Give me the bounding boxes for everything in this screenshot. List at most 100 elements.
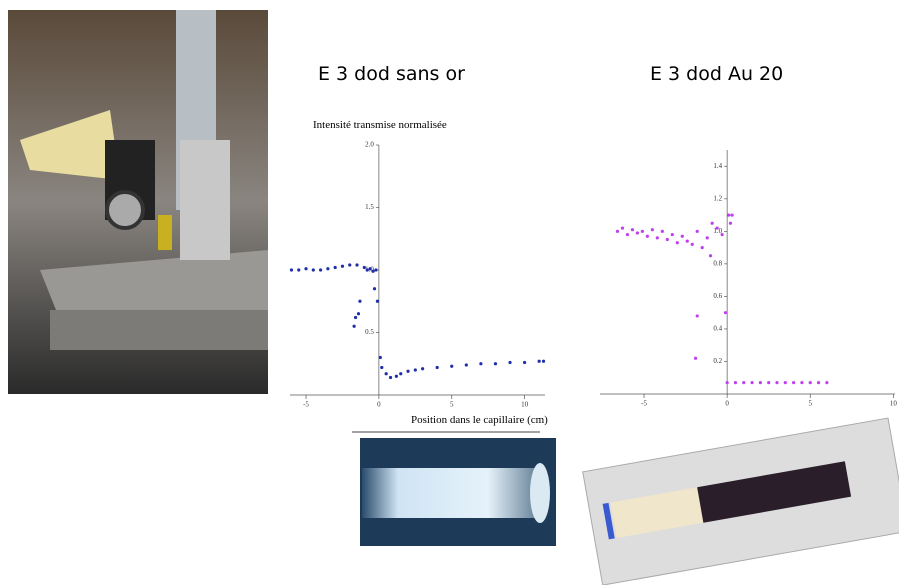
apparatus-photo	[8, 10, 268, 394]
y-tick-label: 0.8	[713, 259, 722, 267]
data-point	[372, 287, 377, 291]
y-axis-label: Intensité transmise normalisée	[313, 119, 447, 131]
y-tick-label: 2.0	[365, 141, 374, 149]
data-point	[326, 267, 330, 271]
data-point	[304, 267, 308, 271]
data-point	[333, 265, 337, 270]
data-point	[783, 381, 787, 385]
x-tick-label: 5	[450, 401, 454, 409]
y-tick-label: 0.4	[713, 325, 722, 333]
data-point	[421, 367, 425, 371]
data-point	[319, 268, 323, 272]
data-point	[620, 226, 625, 230]
data-point	[523, 360, 527, 365]
data-point	[355, 263, 359, 267]
data-point	[708, 254, 713, 258]
data-point	[450, 364, 454, 368]
data-point	[394, 374, 398, 378]
data-point	[378, 355, 382, 360]
data-point	[464, 363, 468, 367]
data-point	[630, 228, 635, 232]
data-point	[816, 381, 821, 385]
x-tick-label: 0	[377, 401, 381, 409]
x-tick-label: 0	[725, 400, 729, 408]
data-point	[742, 381, 746, 385]
chart-title: E 3 dod sans or	[318, 63, 465, 85]
data-point	[368, 267, 372, 271]
data-point	[541, 359, 546, 363]
data-point	[733, 381, 738, 385]
data-point	[311, 268, 315, 272]
data-point	[508, 360, 512, 365]
data-point	[720, 232, 724, 237]
tube-photo	[582, 417, 899, 585]
chart-title: E 3 dod Au 20	[650, 63, 783, 85]
data-point	[297, 268, 301, 272]
data-point	[695, 314, 699, 318]
data-point	[680, 234, 684, 238]
x-tick-label: 5	[808, 400, 812, 408]
data-point	[710, 221, 714, 225]
data-point	[537, 359, 541, 363]
data-point	[356, 312, 361, 316]
data-point	[625, 232, 630, 237]
data-point	[693, 356, 698, 360]
data-point	[435, 365, 439, 370]
data-point	[808, 381, 812, 385]
data-point	[728, 221, 733, 225]
x-tick-label: -5	[303, 401, 309, 409]
data-point	[413, 368, 417, 372]
data-point	[358, 299, 362, 303]
data-point	[399, 372, 403, 376]
data-point	[792, 381, 796, 385]
data-point	[758, 381, 762, 385]
capillary-photo	[360, 438, 556, 546]
data-point	[700, 246, 704, 250]
data-point	[640, 229, 644, 233]
y-tick-label: 1.4	[713, 162, 722, 170]
data-point	[690, 242, 694, 246]
data-point	[660, 229, 664, 233]
data-point	[406, 369, 410, 373]
data-point	[730, 213, 734, 217]
data-point	[685, 239, 689, 243]
y-tick-label: 0.5	[365, 328, 374, 336]
data-point	[825, 381, 829, 385]
data-point	[362, 265, 366, 270]
x-tick-label: -5	[641, 400, 647, 408]
data-point	[725, 381, 729, 385]
y-tick-label: 0.2	[713, 357, 722, 365]
y-tick-label: 0.6	[713, 292, 722, 300]
data-point	[375, 299, 380, 303]
data-point	[371, 269, 375, 273]
data-point	[655, 236, 659, 240]
data-point	[380, 365, 384, 370]
data-point	[384, 372, 388, 376]
x-tick-label: 10	[521, 401, 529, 409]
y-tick-label: 1.2	[713, 194, 722, 202]
data-point	[705, 236, 709, 240]
data-point	[695, 229, 699, 233]
data-point	[650, 228, 654, 232]
data-point	[493, 362, 498, 366]
data-point	[353, 315, 358, 320]
data-point	[675, 241, 679, 245]
data-point	[645, 234, 649, 238]
data-point	[715, 226, 719, 230]
data-point	[352, 324, 356, 328]
x-tick-label: 10	[890, 400, 898, 408]
data-point	[727, 213, 731, 217]
data-point	[767, 381, 771, 385]
data-point	[670, 232, 674, 237]
data-point	[775, 381, 779, 385]
y-tick-label: 1.5	[365, 203, 374, 211]
data-point	[289, 268, 294, 272]
x-axis-label: Position dans le capillaire (cm)	[411, 414, 548, 426]
data-point	[800, 381, 804, 385]
data-point	[723, 311, 728, 315]
data-point	[750, 381, 754, 385]
data-point	[340, 264, 345, 268]
data-point	[615, 229, 620, 233]
data-point	[635, 231, 639, 235]
